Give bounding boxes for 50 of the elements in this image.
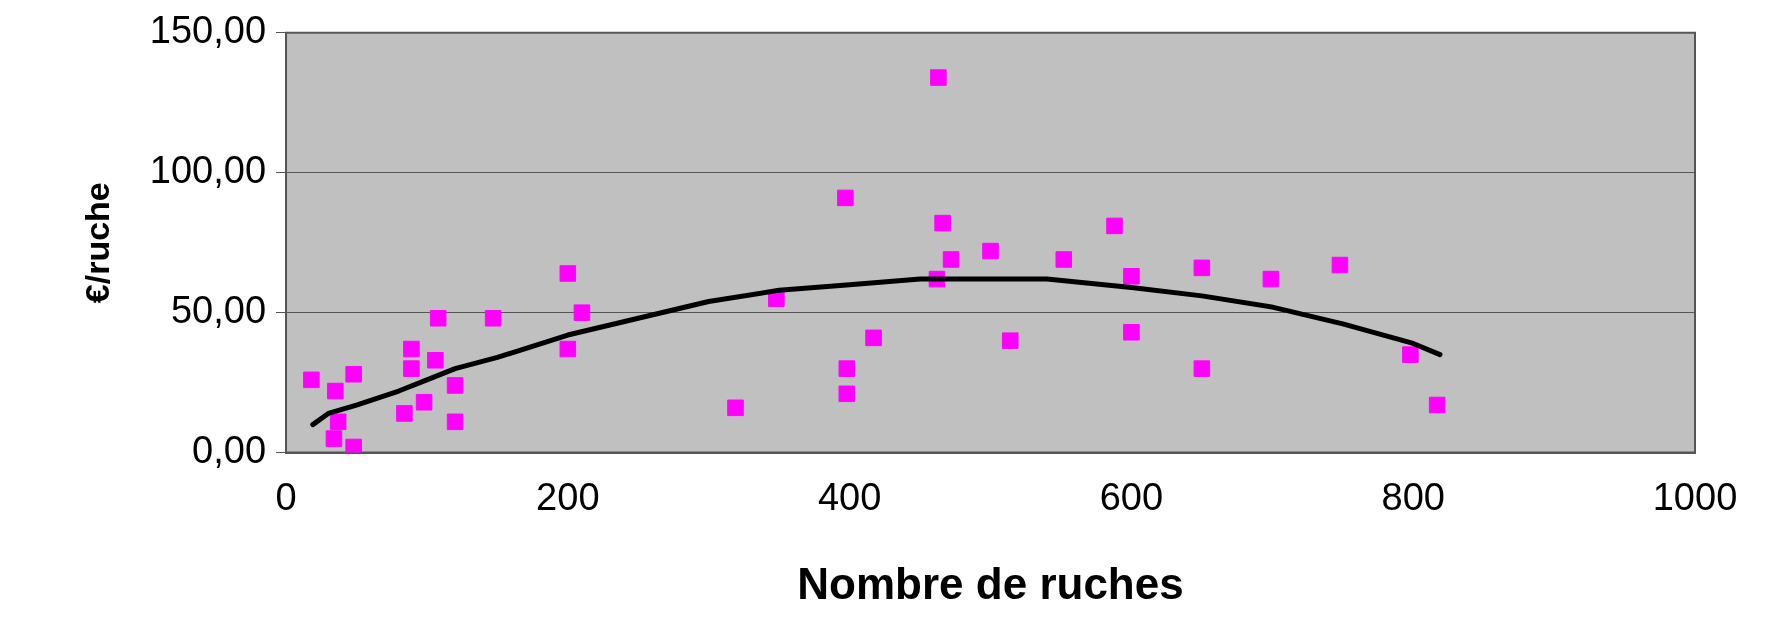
x-tick-label: 0 — [275, 475, 297, 518]
point — [484, 309, 502, 327]
point — [427, 351, 444, 369]
point — [838, 360, 856, 377]
x-tick-label: 200 — [536, 475, 600, 518]
point — [325, 430, 343, 447]
point — [429, 309, 447, 327]
point — [446, 377, 464, 394]
point — [345, 365, 362, 383]
point — [1123, 268, 1140, 285]
y-tick-label: 150,00 — [149, 9, 267, 52]
point — [1428, 396, 1446, 414]
x-axis-title: Nombre de ruches — [797, 558, 1184, 608]
y-axis-title: €/ruche — [77, 182, 116, 304]
point — [403, 340, 420, 358]
point — [559, 340, 577, 358]
point — [1193, 259, 1211, 277]
point — [934, 214, 951, 232]
point — [1402, 346, 1419, 363]
point — [329, 413, 347, 431]
y-tick-label: 100,00 — [149, 149, 267, 192]
point — [303, 371, 320, 389]
point — [942, 251, 960, 268]
point — [345, 438, 362, 453]
point — [415, 393, 433, 411]
point — [865, 329, 882, 347]
x-tick-label: 400 — [817, 475, 882, 518]
point — [837, 189, 854, 207]
point — [1001, 332, 1019, 349]
point — [1106, 217, 1123, 235]
point — [727, 399, 744, 417]
point — [573, 304, 591, 321]
x-tick-label: 800 — [1381, 475, 1445, 518]
point — [982, 242, 999, 260]
point — [838, 385, 856, 403]
x-tick-label: 600 — [1099, 475, 1164, 518]
point — [1055, 251, 1073, 268]
point — [1262, 270, 1280, 288]
point — [327, 382, 344, 400]
point — [396, 405, 413, 422]
point — [446, 413, 464, 431]
point — [559, 265, 577, 282]
point — [1331, 256, 1349, 274]
y-tick-label: 50,00 — [170, 289, 267, 332]
point — [1123, 323, 1140, 341]
y-tick-label: 0,00 — [192, 429, 267, 472]
point — [930, 69, 947, 86]
x-tick-label: 1000 — [1652, 475, 1738, 518]
point — [403, 360, 420, 377]
point — [1193, 360, 1211, 377]
